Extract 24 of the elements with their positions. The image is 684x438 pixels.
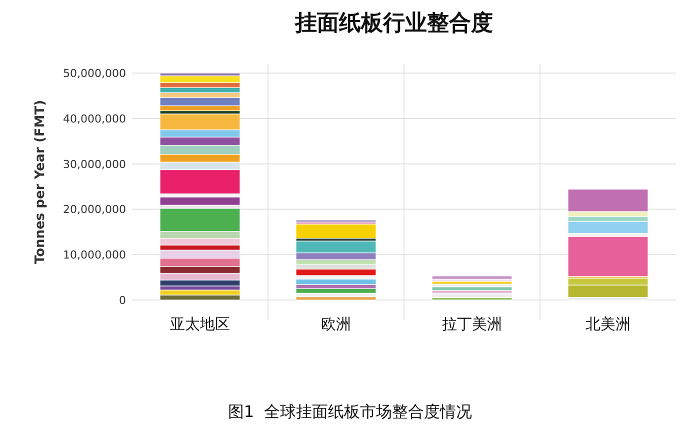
bar [160,294,240,300]
x-tick-label: 拉丁美洲 [442,315,502,333]
bar [568,236,648,277]
bar [296,224,376,239]
y-axis-title: Tonnes per Year (FMT) [33,100,48,264]
y-tick-label: 30,000,000 [63,158,126,171]
x-tick-label: 欧洲 [321,315,351,333]
y-tick-label: 10,000,000 [63,248,126,262]
bar [432,276,512,280]
bar [432,281,512,284]
x-tick-label: 亚太地区 [170,315,230,333]
y-tick-label: 50,000,000 [63,67,126,80]
caption: 图1 全球挂面纸板市场整合度情况 [228,402,472,421]
bar [296,278,376,285]
bar [432,286,512,291]
bar [160,196,240,206]
x-tick-label: 北美洲 [586,315,630,333]
bar [296,296,376,300]
bar [296,268,376,276]
y-tick-label: 20,000,000 [63,203,126,216]
y-tick-label: 40,000,000 [63,112,126,126]
chart-title: 挂面纸板行业整合度 [294,10,493,36]
y-tick-label: 0 [119,294,126,307]
bar [568,221,648,234]
